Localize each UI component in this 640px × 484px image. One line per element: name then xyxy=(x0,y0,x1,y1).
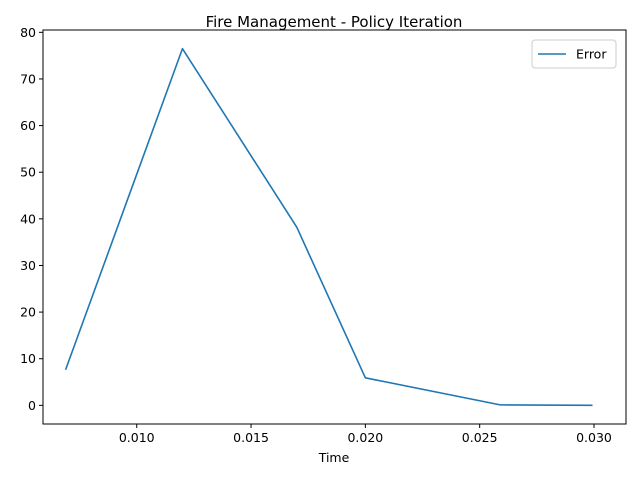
x-tick-label: 0.025 xyxy=(462,430,498,445)
x-axis-label: Time xyxy=(318,450,350,465)
y-tick-label: 10 xyxy=(20,351,36,366)
y-tick-label: 30 xyxy=(20,258,36,273)
y-tick-label: 20 xyxy=(20,305,36,320)
y-tick-label: 60 xyxy=(20,118,36,133)
y-tick-label: 70 xyxy=(20,71,36,86)
plot-area: 0 10 20 30 40 50 60 70 80 0.010 0.015 0.020 0.025 0.0… xyxy=(20,25,627,445)
y-tick-label: 50 xyxy=(20,165,36,180)
chart-title: Fire Management - Policy Iteration xyxy=(206,13,463,31)
y-tick-label: 40 xyxy=(20,211,36,226)
x-tick-label: 0.020 xyxy=(347,430,383,445)
x-tick-label: 0.015 xyxy=(233,430,269,445)
x-tick-label: 0.010 xyxy=(119,430,155,445)
axes-frame xyxy=(42,29,627,425)
y-tick-label: 0 xyxy=(28,398,36,413)
y-tick-label: 80 xyxy=(20,25,36,40)
series-line-error xyxy=(64,47,593,407)
x-tick-label: 0.030 xyxy=(576,430,612,445)
legend-box xyxy=(531,39,617,69)
legend-label: Error xyxy=(576,47,607,62)
